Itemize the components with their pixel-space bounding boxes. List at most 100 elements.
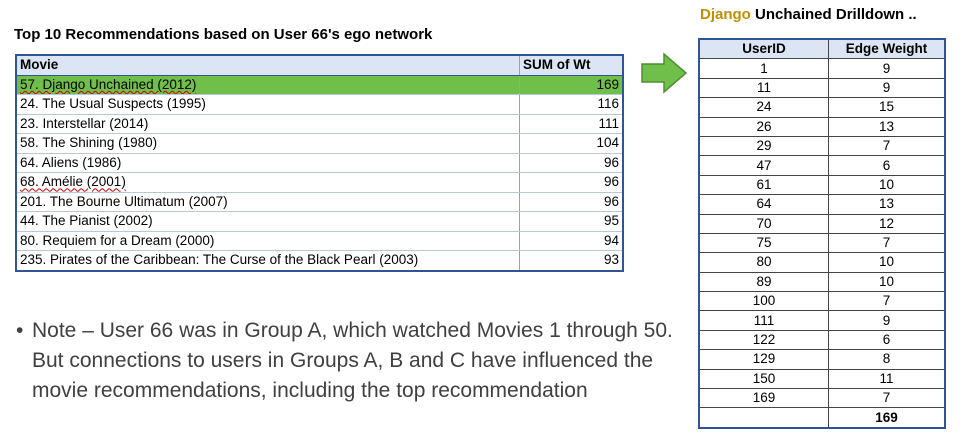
table-row: 70 12	[698, 213, 946, 234]
weight-cell: 10	[828, 174, 946, 196]
weight-cell: 6	[828, 329, 946, 351]
table-row: 44. The Pianist (2002) 95	[16, 211, 623, 232]
total-cell: 169	[828, 407, 946, 429]
note-text: Note – User 66 was in Group A, which wat…	[32, 319, 673, 402]
weight-cell: 7	[828, 291, 946, 312]
bullet-icon: •	[16, 319, 24, 342]
total-label-cell	[698, 407, 829, 429]
table-row: 47 6	[698, 155, 946, 176]
userid-cell: 80	[698, 252, 829, 273]
userid-cell: 111	[698, 310, 829, 331]
table-row: 64 13	[698, 194, 946, 215]
table-row: 80. Requiem for a Dream (2000) 94	[16, 231, 623, 251]
movie-cell: 57. Django Unchained (2012)	[16, 75, 520, 95]
table-row: 11 9	[698, 77, 946, 99]
userid-cell: 47	[698, 155, 829, 176]
table-row: 235. Pirates of the Caribbean: The Curse…	[16, 250, 623, 271]
sum-cell: 116	[519, 94, 623, 115]
sum-cell: 96	[519, 172, 623, 193]
table-row: 61 10	[698, 174, 946, 196]
sum-cell: 96	[519, 153, 623, 173]
weight-cell: 10	[828, 252, 946, 273]
userid-cell: 1	[698, 58, 829, 79]
table-row: 57. Django Unchained (2012) 169	[16, 75, 623, 95]
movie-cell: 64. Aliens (1986)	[16, 153, 520, 173]
movie-title: 57. Django Unchained (2012)	[20, 76, 197, 92]
sum-cell: 93	[519, 250, 623, 271]
recommendations-title: Top 10 Recommendations based on User 66'…	[14, 26, 433, 43]
drilldown-title-accent: Django	[700, 6, 751, 23]
note-paragraph: • Note – User 66 was in Group A, which w…	[16, 316, 696, 406]
movie-cell: 235. Pirates of the Caribbean: The Curse…	[16, 250, 520, 271]
table-row: 169 7	[698, 388, 946, 409]
table-row: 201. The Bourne Ultimatum (2007) 96	[16, 192, 623, 212]
movie-cell: 58. The Shining (1980)	[16, 133, 520, 154]
movie-cell: 44. The Pianist (2002)	[16, 211, 520, 232]
sum-cell: 104	[519, 133, 623, 154]
table-row: 29 7	[698, 135, 946, 157]
sum-cell: 94	[519, 231, 623, 251]
weight-cell: 7	[828, 232, 946, 254]
weight-cell: 10	[828, 271, 946, 293]
sum-cell: 169	[519, 75, 623, 95]
sum-cell: 96	[519, 192, 623, 212]
table-row: 80 10	[698, 252, 946, 273]
right-arrow-icon	[641, 52, 688, 94]
userid-cell: 26	[698, 116, 829, 137]
movie-cell: 80. Requiem for a Dream (2000)	[16, 231, 520, 251]
table-row: 23. Interstellar (2014) 111	[16, 114, 623, 134]
table-header-row: Movie SUM of Wt	[16, 55, 623, 76]
weight-cell: 9	[828, 77, 946, 99]
sum-column-header: SUM of Wt	[519, 55, 623, 76]
weight-cell: 12	[828, 213, 946, 234]
weight-cell: 13	[828, 194, 946, 215]
movie-column-header: Movie	[16, 55, 520, 76]
movie-cell: 24. The Usual Suspects (1995)	[16, 94, 520, 115]
movie-cell: 201. The Bourne Ultimatum (2007)	[16, 192, 520, 212]
sum-cell: 111	[519, 114, 623, 134]
table-row: 64. Aliens (1986) 96	[16, 153, 623, 173]
table-row: 129 8	[698, 349, 946, 370]
drilldown-title-rest: Unchained Drilldown ..	[750, 6, 917, 23]
total-row: 169	[698, 407, 946, 429]
userid-cell: 169	[698, 388, 829, 409]
userid-cell: 64	[698, 194, 829, 215]
edge-weight-column-header: Edge Weight	[828, 38, 946, 60]
userid-cell: 100	[698, 291, 829, 312]
table-row: 100 7	[698, 291, 946, 312]
weight-cell: 6	[828, 155, 946, 176]
userid-cell: 129	[698, 349, 829, 370]
userid-cell: 11	[698, 77, 829, 99]
movie-title: 68. Amélie (2001)	[20, 174, 126, 190]
table-header-row: UserID Edge Weight	[698, 38, 946, 60]
movie-cell: 23. Interstellar (2014)	[16, 114, 520, 134]
weight-cell: 15	[828, 97, 946, 118]
table-row: 150 11	[698, 368, 946, 390]
userid-cell: 89	[698, 271, 829, 293]
table-row: 111 9	[698, 310, 946, 331]
table-row: 68. Amélie (2001) 96	[16, 172, 623, 193]
weight-cell: 9	[828, 310, 946, 331]
table-row: 24. The Usual Suspects (1995) 116	[16, 94, 623, 115]
sum-cell: 95	[519, 211, 623, 232]
table-row: 58. The Shining (1980) 104	[16, 133, 623, 154]
table-row: 89 10	[698, 271, 946, 293]
userid-cell: 61	[698, 174, 829, 196]
table-row: 24 15	[698, 97, 946, 118]
weight-cell: 8	[828, 349, 946, 370]
movie-cell: 68. Amélie (2001)	[16, 172, 520, 193]
userid-cell: 75	[698, 232, 829, 254]
weight-cell: 13	[828, 116, 946, 137]
userid-cell: 150	[698, 368, 829, 390]
weight-cell: 7	[828, 388, 946, 409]
table-row: 122 6	[698, 329, 946, 351]
userid-cell: 70	[698, 213, 829, 234]
userid-cell: 24	[698, 97, 829, 118]
recommendations-table: Movie SUM of Wt 57. Django Unchained (20…	[15, 54, 624, 272]
drilldown-title: Django Unchained Drilldown ..	[700, 6, 970, 23]
table-row: 75 7	[698, 232, 946, 254]
userid-cell: 29	[698, 135, 829, 157]
table-row: 26 13	[698, 116, 946, 137]
